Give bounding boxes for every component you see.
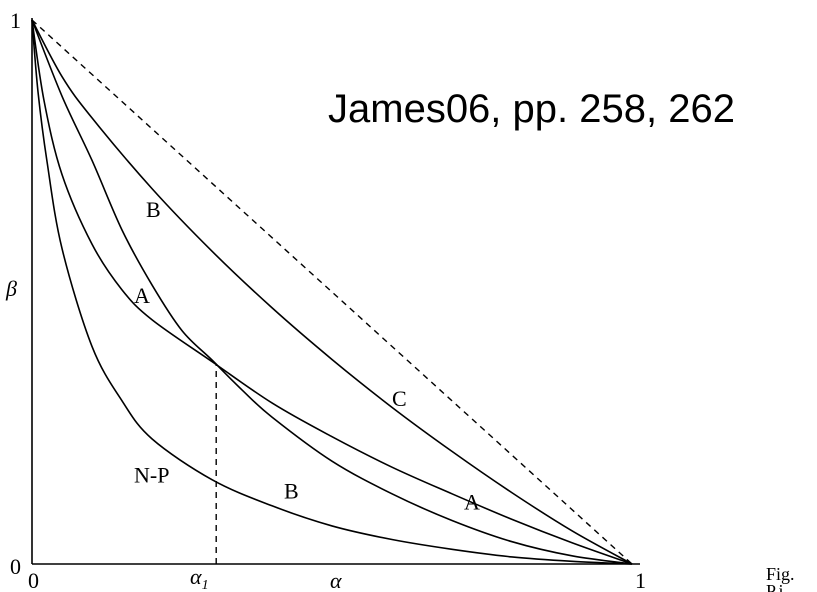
series-label-b: B bbox=[284, 479, 299, 504]
series-label-c: C bbox=[392, 386, 407, 411]
alpha-symbol: α bbox=[190, 564, 202, 589]
footer-fragment-line1: Fig. bbox=[766, 564, 795, 584]
curve-label-a-upper: A bbox=[134, 283, 150, 308]
y-tick-label-top: 1 bbox=[10, 8, 21, 33]
series-labels: C A B N-P B A bbox=[134, 197, 480, 515]
x-tick-label-alpha1: α1 bbox=[190, 564, 209, 592]
series-line-a bbox=[31, 19, 633, 565]
series-line-c bbox=[31, 19, 633, 565]
footer-fragment-line2: P.i bbox=[766, 581, 784, 592]
y-axis-label: β bbox=[5, 276, 17, 301]
series-label-a: A bbox=[464, 490, 480, 515]
series-curves bbox=[31, 19, 633, 565]
diagonal-reference-line bbox=[31, 19, 633, 565]
x-tick-label-1: 1 bbox=[635, 568, 646, 592]
x-tick-label-0: 0 bbox=[28, 568, 39, 592]
curve-label-b-upper: B bbox=[146, 197, 161, 222]
series-line-b bbox=[31, 19, 633, 565]
series-line-n-p bbox=[31, 19, 633, 565]
series-label-n-p: N-P bbox=[134, 462, 169, 487]
alpha-subscript: 1 bbox=[202, 578, 209, 592]
source-annotation: James06, pp. 258, 262 bbox=[328, 87, 735, 131]
y-tick-label-bottom: 0 bbox=[10, 554, 21, 579]
x-axis-label: α bbox=[330, 568, 342, 592]
